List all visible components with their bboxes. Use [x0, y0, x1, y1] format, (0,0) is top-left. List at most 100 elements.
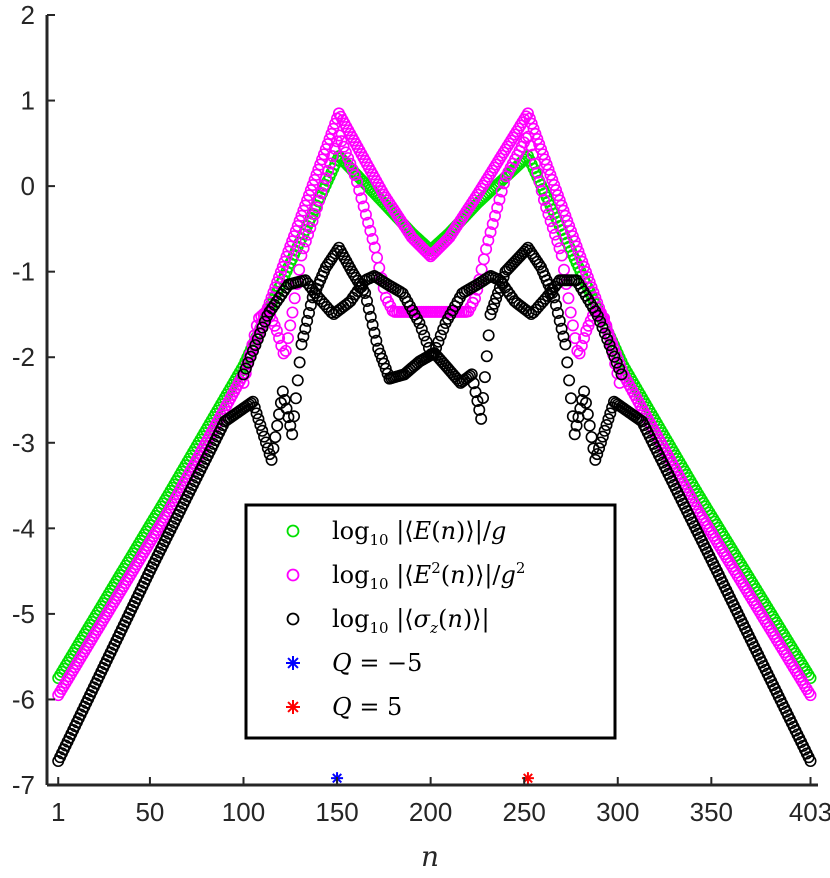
- data-point-1: [578, 260, 591, 273]
- data-point-1-branch: [346, 163, 359, 176]
- data-point-1: [542, 163, 555, 176]
- data-point-1-branch: [544, 215, 557, 228]
- data-point-1-branch: [277, 347, 290, 360]
- data-point-1-branch: [613, 376, 626, 389]
- data-point-2-branch: [239, 362, 252, 375]
- data-point-2-branch: [601, 333, 614, 346]
- data-point-2: [289, 392, 302, 405]
- data-point-1-branch: [284, 319, 297, 332]
- data-point-1: [299, 199, 312, 212]
- data-point-2: [297, 330, 310, 343]
- data-point-1-branch: [350, 176, 363, 189]
- data-point-1: [308, 173, 321, 186]
- data-point-1-branch: [348, 169, 361, 182]
- data-point-1: [581, 271, 594, 284]
- data-point-1-branch: [578, 332, 591, 345]
- data-point-1-branch: [308, 208, 321, 221]
- data-point-1-branch: [273, 332, 286, 345]
- data-point-1: [293, 214, 306, 227]
- data-point-1-branch: [359, 208, 372, 221]
- data-point-1-branch: [295, 249, 308, 262]
- data-point-1: [546, 173, 559, 186]
- data-point-1: [295, 209, 308, 222]
- data-point-1-branch: [339, 146, 352, 159]
- data-point-2: [271, 419, 284, 432]
- data-point-1: [280, 250, 293, 263]
- data-point-1-branch: [362, 216, 375, 229]
- legend-label-energy-squared: log10 |⟨E2(n)⟩|/g2: [332, 559, 525, 593]
- data-point-1: [521, 107, 534, 120]
- data-point-1: [525, 117, 538, 130]
- data-point-2: [563, 374, 576, 387]
- data-point-1-branch: [364, 224, 377, 237]
- data-point-1: [572, 245, 585, 258]
- x-tick-label: 50: [135, 797, 164, 827]
- ticks-layer: 1 50 100 150 200 250 300 350 403210-1-2-3-4-5-6-…: [12, 0, 830, 827]
- data-point-1: [576, 255, 589, 268]
- data-point-1-branch: [482, 234, 495, 247]
- x-tick-label: 300: [596, 797, 639, 827]
- data-point-1: [557, 204, 570, 217]
- data-point-2-branch: [437, 323, 450, 336]
- data-point-2-branch: [254, 327, 267, 340]
- legend-marker-sigma-z: [286, 612, 300, 626]
- data-point-2: [362, 302, 375, 315]
- data-point-1: [276, 260, 289, 273]
- data-point-1-branch: [468, 292, 481, 305]
- data-point-2: [585, 431, 598, 444]
- data-point-2: [568, 428, 581, 441]
- y-tick-label: 1: [21, 86, 35, 116]
- data-point-2-branch: [242, 356, 255, 369]
- data-point-1-branch: [566, 319, 579, 332]
- data-point-1-branch: [569, 332, 582, 345]
- data-point-2: [278, 393, 291, 406]
- data-point-2: [288, 410, 301, 423]
- data-point-1-branch: [335, 135, 348, 148]
- data-point-1-branch: [564, 306, 577, 319]
- y-tick-label: -3: [12, 428, 35, 458]
- data-point-1: [422, 248, 435, 261]
- data-point-1-branch: [344, 157, 357, 170]
- data-point-2: [304, 299, 317, 312]
- data-point-1: [553, 194, 566, 207]
- data-point-1-branch: [488, 209, 501, 222]
- data-point-1-branch: [486, 218, 499, 231]
- data-point-1: [548, 179, 561, 192]
- data-point-2-branch: [434, 329, 447, 342]
- data-point-2: [490, 292, 503, 305]
- data-point-1-branch: [480, 243, 493, 256]
- data-point-1-branch: [326, 150, 339, 163]
- legend-marker-energy: [286, 524, 300, 538]
- data-point-2-branch: [427, 348, 440, 361]
- data-point-2: [593, 442, 606, 455]
- x-tick-label: 350: [690, 797, 733, 827]
- data-point-2: [254, 418, 267, 431]
- data-point-1: [317, 148, 330, 161]
- data-point-2-branch: [594, 315, 607, 328]
- data-point-1-branch: [573, 347, 586, 360]
- y-tick-label: -7: [12, 770, 35, 800]
- data-point-2-branch: [608, 350, 621, 363]
- data-point-1-branch: [317, 179, 330, 192]
- data-point-2: [564, 392, 577, 405]
- data-point-1-branch: [319, 172, 332, 185]
- data-point-1: [579, 265, 592, 278]
- data-point-1-branch: [328, 142, 341, 155]
- data-point-1-branch: [270, 324, 283, 337]
- data-point-2: [276, 385, 289, 398]
- data-point-1-branch: [546, 221, 559, 234]
- series-2: [52, 241, 817, 768]
- data-point-1-branch: [540, 201, 553, 214]
- data-point-2: [293, 356, 306, 369]
- data-point-2-branch: [413, 317, 426, 330]
- data-point-2: [370, 334, 383, 347]
- data-point-2: [364, 310, 377, 323]
- data-point-1-branch: [279, 344, 292, 357]
- data-point-2-branch: [418, 329, 431, 342]
- data-point-2: [252, 413, 265, 426]
- asterisk-red-icon: [286, 700, 300, 714]
- data-point-2: [299, 322, 312, 335]
- data-point-2-branch: [598, 327, 611, 340]
- legend-box: [244, 503, 617, 740]
- data-point-2: [557, 330, 570, 343]
